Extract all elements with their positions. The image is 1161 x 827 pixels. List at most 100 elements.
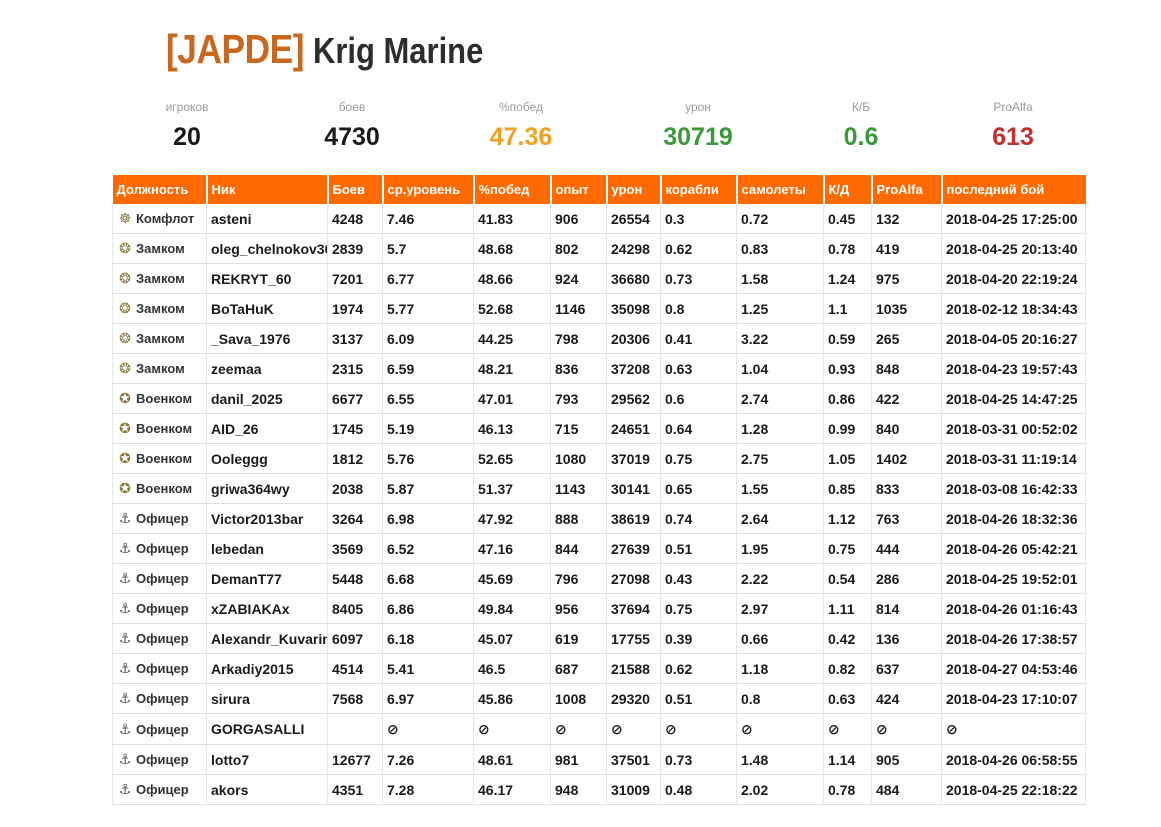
- col-header-damage[interactable]: урон: [606, 175, 662, 204]
- table-row: ⚓ Офицер akors 4351 7.28 46.17 948 31009 0.48 2.0…: [112, 774, 1086, 805]
- cell-damage: 30141: [606, 473, 661, 504]
- cell-kd: 0.42: [823, 623, 872, 654]
- cell-xp: 802: [550, 233, 607, 264]
- anchor-icon: ⚓: [118, 720, 132, 737]
- col-header-battles[interactable]: Боев: [327, 175, 384, 204]
- cell-role: ❂ Замком: [112, 293, 207, 324]
- cell-ships: 0.75: [660, 593, 737, 624]
- player-nick-link[interactable]: BoTaHuK: [206, 293, 328, 324]
- cell-last-battle: 2018-04-27 04:53:46: [941, 653, 1086, 684]
- table-row: ⚓ Офицер Alexandr_Kuvarin 6097 6.18 45.07 619 1…: [112, 623, 1086, 654]
- cell-planes: 2.74: [736, 383, 824, 414]
- stat-winrate: %побед 47.36: [461, 99, 581, 152]
- table-row: ⚓ Офицер DemanT77 5448 6.68 45.69 796 27098 0.43…: [112, 563, 1086, 594]
- clan-title: [JAPDE] Krig Marine: [166, 26, 511, 74]
- cell-damage: 24651: [606, 413, 661, 444]
- player-nick-link[interactable]: sirura: [206, 683, 328, 714]
- hidden-stats-icon: ⊘: [606, 713, 661, 745]
- cell-avg-tier: 6.09: [382, 323, 474, 354]
- player-nick-link[interactable]: lebedan: [206, 533, 328, 564]
- player-nick-link[interactable]: griwa364wy: [206, 473, 328, 504]
- cell-planes: 1.25: [736, 293, 824, 324]
- player-nick-link[interactable]: xZABIAKAx: [206, 593, 328, 624]
- col-header-kd[interactable]: К/Д: [823, 175, 873, 204]
- table-row: ✪ Военком AID_26 1745 5.19 46.13 715 24651 0.64 1…: [112, 413, 1086, 444]
- cell-role: ⚓ Офицер: [112, 533, 207, 564]
- cell-xp: 1080: [550, 443, 607, 474]
- player-nick-link[interactable]: asteni: [206, 204, 328, 234]
- role-label: Офицер: [136, 752, 189, 767]
- player-nick-link[interactable]: Arkadiy2015: [206, 653, 328, 684]
- col-header-winrate[interactable]: %побед: [473, 175, 552, 204]
- cell-last-battle: 2018-04-20 22:19:24: [941, 263, 1086, 294]
- player-nick-link[interactable]: Alexandr_Kuvarin: [206, 623, 328, 654]
- cell-xp: 906: [550, 204, 607, 234]
- cell-avg-tier: 5.76: [382, 443, 474, 474]
- cell-battles: 4514: [327, 653, 383, 684]
- commissar-icon: ✪: [119, 390, 131, 406]
- hidden-stats-icon: ⊘: [823, 713, 872, 745]
- col-header-role[interactable]: Должность: [112, 175, 208, 204]
- role-label: Военком: [136, 451, 193, 466]
- table-row: ❂ Замком zeemaa 2315 6.59 48.21 836 37208 0.63 1.…: [112, 353, 1086, 384]
- table-row: ⚓ Офицер sirura 7568 6.97 45.86 1008 29320 0.51 0…: [112, 683, 1086, 714]
- player-nick-link[interactable]: danil_2025: [206, 383, 328, 414]
- cell-role: ⚓ Офицер: [112, 503, 207, 534]
- cell-avg-tier: 6.55: [382, 383, 474, 414]
- stat-value: 20: [173, 123, 201, 151]
- cell-avg-tier: 6.77: [382, 263, 474, 294]
- col-header-nick[interactable]: Ник: [206, 175, 329, 204]
- cell-battles: 3137: [327, 323, 383, 354]
- cell-proalfa: 132: [871, 204, 942, 234]
- player-nick-link[interactable]: _Sava_1976: [206, 323, 328, 354]
- cell-avg-tier: 6.18: [382, 623, 474, 654]
- anchor-icon: ⚓: [118, 630, 132, 646]
- player-nick-link[interactable]: lotto7: [206, 744, 328, 775]
- cell-avg-tier: 6.68: [382, 563, 474, 594]
- cell-proalfa: 833: [871, 473, 942, 504]
- cell-damage: 37208: [606, 353, 661, 384]
- col-header-xp[interactable]: опыт: [550, 175, 608, 204]
- player-nick-link[interactable]: REKRYT_60: [206, 263, 328, 294]
- stat-label: К/Б: [851, 100, 871, 114]
- table-row: ✪ Военком Ooleggg 1812 5.76 52.65 1080 37019 0.7…: [112, 443, 1086, 474]
- player-nick-link[interactable]: AID_26: [206, 413, 328, 444]
- table-row: ❂ Замком REKRYT_60 7201 6.77 48.66 924 36680 0.7…: [112, 263, 1086, 294]
- cell-winrate: 46.17: [473, 774, 551, 805]
- player-nick-link[interactable]: DemanT77: [206, 563, 328, 594]
- cell-kd: 0.54: [823, 563, 872, 594]
- player-nick-link[interactable]: Victor2013bar: [206, 503, 328, 534]
- commissar-icon: ✪: [119, 450, 131, 466]
- cell-proalfa: 136: [871, 623, 942, 654]
- cell-kd: 1.05: [823, 443, 872, 474]
- role-label: Офицер: [136, 691, 189, 706]
- player-nick-link[interactable]: GORGASALLI: [206, 713, 328, 745]
- player-nick-link[interactable]: Ooleggg: [206, 443, 328, 474]
- cell-role: ⚓ Офицер: [112, 683, 207, 714]
- cell-last-battle: 2018-03-08 16:42:33: [941, 473, 1086, 504]
- player-nick-link[interactable]: oleg_chelnokov30: [206, 233, 328, 264]
- cell-proalfa: 905: [871, 744, 942, 775]
- player-nick-link[interactable]: zeemaa: [206, 353, 328, 384]
- player-nick-link[interactable]: akors: [206, 774, 328, 805]
- stat-value: 613: [992, 123, 1034, 151]
- cell-kd: 0.86: [823, 383, 872, 414]
- cell-proalfa: 286: [871, 563, 942, 594]
- cell-ships: 0.62: [660, 233, 737, 264]
- cell-winrate: 47.16: [473, 533, 551, 564]
- cell-last-battle: 2018-02-12 18:34:43: [941, 293, 1086, 324]
- admiral-icon: ☸: [118, 210, 132, 226]
- cell-xp: 924: [550, 263, 607, 294]
- cell-proalfa: 848: [871, 353, 942, 384]
- col-header-ships[interactable]: корабли: [660, 175, 738, 204]
- cell-winrate: 47.01: [473, 383, 551, 414]
- cell-kd: 1.12: [823, 503, 872, 534]
- cell-battles: 5448: [327, 563, 383, 594]
- hidden-stats-icon: ⊘: [550, 713, 607, 745]
- col-header-avg-tier[interactable]: ср.уровень: [382, 175, 475, 204]
- cell-avg-tier: 6.52: [382, 533, 474, 564]
- col-header-last-battle[interactable]: последний бой: [941, 175, 1086, 204]
- col-header-proalfa[interactable]: ProAlfa: [871, 175, 943, 204]
- table-row: ⚓ Офицер Victor2013bar 3264 6.98 47.92 888 3861…: [112, 503, 1086, 534]
- col-header-planes[interactable]: самолеты: [736, 175, 825, 204]
